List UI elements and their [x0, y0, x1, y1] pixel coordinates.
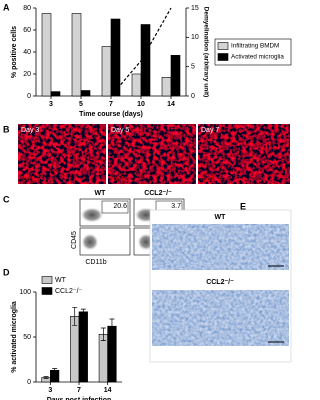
bar [107, 325, 117, 383]
y-tick-label: 0 [27, 379, 31, 386]
micrograph [108, 124, 196, 184]
bar [101, 46, 112, 97]
x-tick-label: 10 [137, 101, 145, 108]
micrograph [18, 124, 106, 184]
y2-axis-label: Demyelination (arbitrary unit) [202, 7, 209, 98]
x-tick-label: 5 [79, 101, 83, 108]
y2-tick-label: 0 [191, 93, 195, 100]
plot-frame [79, 198, 131, 227]
axis-label: CD11b [85, 259, 106, 266]
y-tick-label: 60 [23, 27, 31, 34]
bar [110, 18, 121, 97]
bar [80, 90, 91, 97]
bar [50, 91, 61, 97]
group-label: CCL2⁻/⁻ [206, 279, 234, 286]
stain-label: Iba1 [111, 176, 125, 183]
panel-letter: B [3, 124, 10, 134]
panel-letter: A [3, 2, 10, 12]
error-bar [100, 327, 106, 341]
legend-swatch [217, 42, 229, 50]
image-label: Day 7 [201, 127, 219, 134]
group-label: WT [215, 214, 227, 221]
bar [98, 333, 108, 383]
bar [78, 311, 88, 383]
x-tick-label: 3 [49, 101, 53, 108]
legend-swatch [41, 276, 53, 284]
y-axis-label: % positive cells [11, 26, 18, 78]
error-bar [80, 308, 86, 315]
panel-letter: E [240, 201, 246, 211]
bar [131, 73, 142, 97]
y-tick-label: 80 [23, 5, 31, 12]
y-tick-label: 50 [23, 334, 31, 341]
gate-percent: 3.7 [171, 203, 181, 210]
micrograph [152, 290, 289, 346]
legend-label: CCL2⁻/⁻ [55, 288, 83, 295]
legend-swatch [41, 287, 53, 295]
axis-label: CD45 [71, 231, 78, 249]
bar [70, 315, 80, 383]
y2-tick-label: 10 [191, 34, 199, 41]
figure: A B C D E Day 3 Day 5 Day 7 Iba1 Iba1 Ib… [3, 2, 292, 400]
cell-cloud [81, 233, 99, 251]
image-label: Day 5 [111, 127, 129, 134]
error-bar [52, 368, 58, 373]
x-tick-label: 7 [109, 101, 113, 108]
y-tick-label: 40 [23, 49, 31, 56]
gate [101, 200, 129, 214]
cell-cloud [80, 207, 104, 223]
legend-frame [214, 38, 292, 66]
gate-percent: 20.6 [113, 203, 127, 210]
legend-label: WT [55, 277, 67, 284]
microscopy-row: Day 3 Day 5 Day 7 Iba1 Iba1 Iba1 [18, 124, 290, 184]
y-tick-label: 0 [27, 93, 31, 100]
bar [161, 77, 172, 97]
y2-tick-label: 15 [191, 5, 199, 12]
bar [170, 54, 181, 97]
micrograph [198, 124, 290, 184]
x-axis-label: Time course (days) [79, 111, 143, 118]
x-tick-label: 3 [48, 387, 52, 394]
y2-tick-label: 5 [191, 64, 195, 71]
demyelination-line [110, 7, 172, 97]
legend-label: Infiltrating BMDM [231, 43, 279, 50]
group-label: WT [95, 190, 107, 197]
stain-label: Iba1 [21, 176, 35, 183]
error-bar [109, 318, 115, 334]
x-tick-label: 14 [167, 101, 175, 108]
error-bar [43, 376, 49, 379]
x-tick-label: 14 [104, 387, 112, 394]
x-tick-label: 7 [77, 387, 81, 394]
histology: WT CCL2⁻/⁻ [149, 209, 292, 363]
micrograph [152, 224, 289, 270]
error-bar [72, 306, 78, 326]
bar [71, 13, 82, 97]
image-label: Day 3 [21, 127, 39, 134]
y-axis-label: % activated microglia [11, 301, 18, 373]
bar [41, 13, 52, 97]
bar [140, 24, 151, 97]
legend-label: Activated microglia [231, 54, 284, 61]
y-tick-label: 100 [19, 289, 31, 296]
x-axis-label: Days post infection [47, 397, 112, 400]
group-label: CCL2⁻/⁻ [144, 190, 172, 197]
panel-letter: C [3, 194, 10, 204]
y-tick-label: 20 [23, 71, 31, 78]
stain-label: Iba1 [201, 176, 215, 183]
legend-swatch [217, 53, 229, 61]
panel-letter: D [3, 267, 10, 277]
